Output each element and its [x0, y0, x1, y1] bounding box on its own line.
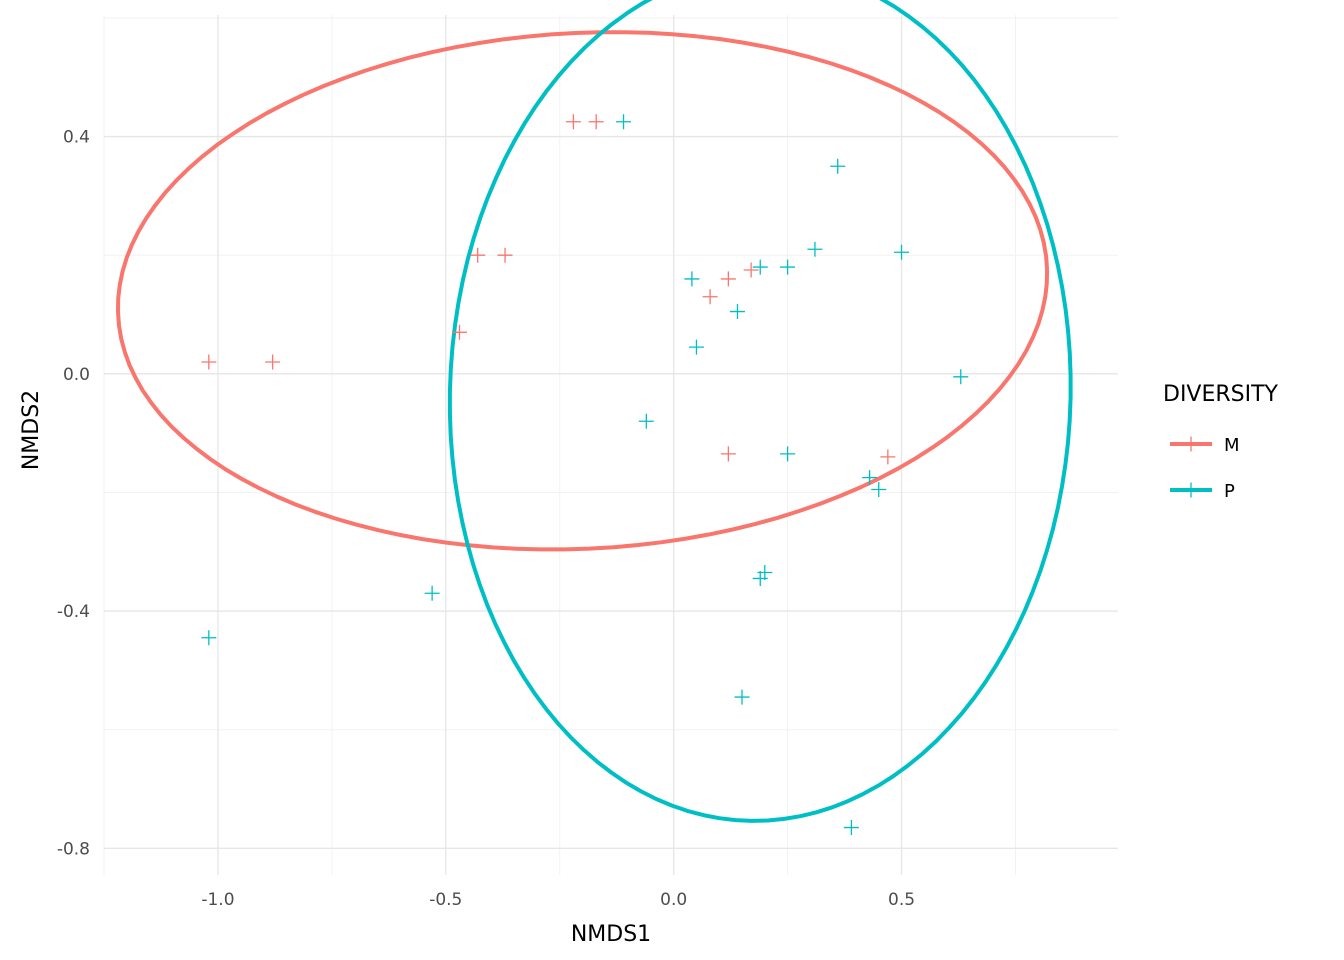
point-P	[201, 630, 217, 646]
point-P	[780, 446, 796, 462]
point-P	[424, 585, 440, 601]
x-tick-label: 0.0	[660, 890, 687, 910]
y-tick-label: -0.8	[57, 839, 90, 859]
point-P	[729, 304, 745, 320]
confidence-ellipses	[116, 0, 1073, 823]
point-P	[688, 339, 704, 355]
point-P	[757, 565, 773, 581]
point-M	[880, 449, 896, 465]
ellipse-P	[447, 0, 1073, 823]
y-tick-label: -0.4	[57, 602, 90, 622]
x-tick-label: -1.0	[201, 890, 234, 910]
x-axis-tick-labels: -1.0 -0.5 0.0 0.5	[201, 890, 915, 910]
point-P	[830, 158, 846, 174]
point-P	[871, 481, 887, 497]
point-P	[752, 570, 768, 586]
point-P	[752, 259, 768, 275]
point-P	[684, 271, 700, 287]
legend-label-P: P	[1224, 481, 1235, 502]
y-axis-tick-labels: -0.8 -0.4 0.0 0.4	[57, 128, 90, 860]
x-tick-label: 0.5	[888, 890, 915, 910]
point-M	[265, 354, 281, 370]
legend-key-point-P	[1183, 482, 1199, 498]
point-M	[588, 114, 604, 130]
minor-gridlines	[103, 15, 1118, 875]
point-M	[702, 289, 718, 305]
point-P	[862, 470, 878, 486]
point-M	[720, 271, 736, 287]
legend-entries: MP	[1170, 435, 1240, 502]
ellipse-M	[116, 30, 1050, 552]
point-P	[843, 820, 859, 836]
point-P	[894, 244, 910, 260]
point-P	[953, 369, 969, 385]
legend-key-point-M	[1183, 436, 1199, 452]
legend-label-M: M	[1224, 435, 1240, 456]
point-M	[451, 324, 467, 340]
point-M	[743, 262, 759, 278]
point-P	[780, 259, 796, 275]
point-M	[497, 247, 513, 263]
data-points	[201, 114, 969, 836]
x-axis-title: NMDS1	[571, 922, 651, 947]
point-M	[201, 354, 217, 370]
y-tick-label: 0.0	[63, 365, 90, 385]
point-M	[470, 247, 486, 263]
legend-title: DIVERSITY	[1163, 382, 1279, 407]
major-gridlines	[104, 15, 1118, 875]
y-tick-label: 0.4	[63, 128, 90, 148]
point-P	[734, 689, 750, 705]
point-P	[616, 114, 632, 130]
x-tick-label: -0.5	[429, 890, 462, 910]
point-M	[720, 446, 736, 462]
y-axis-title: NMDS2	[19, 390, 44, 470]
point-M	[565, 114, 581, 130]
point-P	[638, 413, 654, 429]
legend: DIVERSITY MP	[1163, 382, 1279, 502]
point-P	[807, 241, 823, 257]
